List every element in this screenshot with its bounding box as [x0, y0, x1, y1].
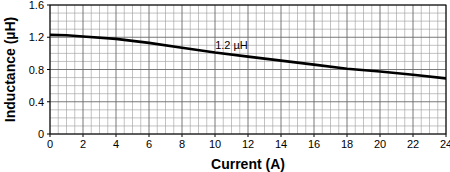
grid-line [50, 69, 446, 70]
tick-label: 4 [113, 138, 119, 150]
tick-label: 0 [38, 128, 44, 140]
tick-label: 0.4 [29, 96, 44, 108]
chart: 02468101214161820222400.40.81.21.61.2 µH… [0, 0, 450, 172]
data-group [50, 35, 446, 79]
y-axis-title: Inductance (µH) [2, 17, 18, 122]
x-axis-title: Current (A) [211, 156, 285, 172]
tick-label: 24 [440, 138, 450, 150]
tick-label: 2 [80, 138, 86, 150]
minor-grid [50, 5, 446, 134]
plot-frame [50, 5, 446, 134]
grid-line [50, 101, 446, 102]
x-axis: 024681012141618202224 [47, 5, 450, 150]
tick-label: 14 [275, 138, 287, 150]
tick-label: 10 [209, 138, 221, 150]
tick-label: 18 [341, 138, 353, 150]
tick-label: 0 [47, 138, 53, 150]
tick-label: 8 [179, 138, 185, 150]
tick-label: 12 [242, 138, 254, 150]
tick-label: 6 [146, 138, 152, 150]
chart-root: 02468101214161820222400.40.81.21.61.2 µH… [0, 0, 450, 172]
tick-label: 20 [374, 138, 386, 150]
tick-label: 1.2 [29, 31, 44, 43]
y-axis: 0 0.4 0.8 1.2 1.6 [29, 0, 446, 140]
annotation: 1.2 µH [215, 39, 248, 51]
tick-label: 1.6 [29, 0, 44, 11]
tick-label: 22 [407, 138, 419, 150]
tick-label: 16 [308, 138, 320, 150]
tick-label: 0.8 [29, 64, 44, 76]
data-line [50, 35, 446, 79]
